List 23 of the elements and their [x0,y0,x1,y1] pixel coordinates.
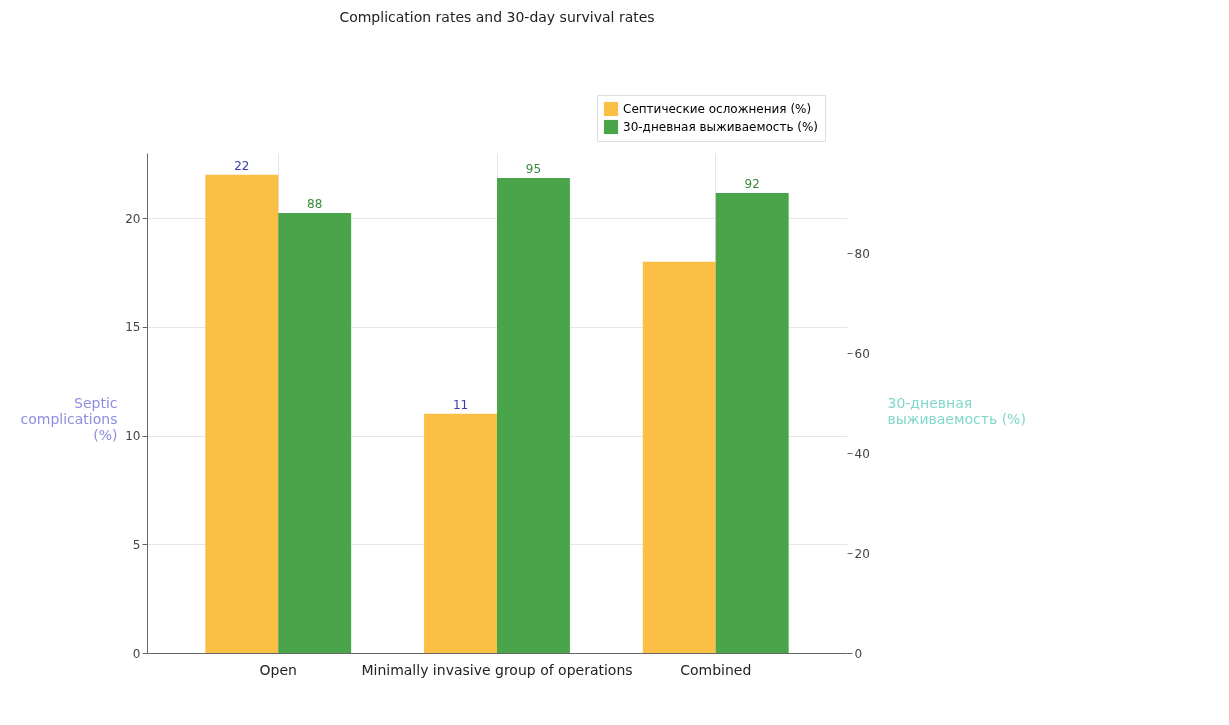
y-tick-label: 15 [125,320,141,335]
y-tick-label: 0 [132,646,141,661]
y2-axis-title: 30-дневная выживаемость (%) [887,394,1026,427]
y-tick-label: 20 [125,211,141,226]
y2-tick-label: 60 [854,346,870,361]
x-tick-label: Combined [680,661,752,678]
data-label: 22 [234,158,250,173]
y-axis-title: Septic complications (%) [20,394,118,443]
legend-label: 30-дневная выживаемость (%) [623,120,819,134]
chart-title: Complication rates and 30-day survival rates [339,8,655,25]
y2-tick-label: 0 [854,646,863,661]
y-tick-label: 5 [132,537,141,552]
y2-tick-label: 80 [854,246,870,261]
x-tick-label: Open [259,661,297,678]
data-label: 95 [525,162,542,176]
data-label: 11 [452,397,469,412]
x-tick-label: Minimally invasive group of operations [361,661,633,678]
y2-tick-label: 40 [854,446,870,461]
data-label: 92 [744,177,760,191]
data-label: 88 [307,197,323,211]
legend-label: Септические осложнения (%) [623,102,812,116]
y2-tick-label: 20 [854,546,870,561]
y-tick-label: 10 [125,429,141,444]
